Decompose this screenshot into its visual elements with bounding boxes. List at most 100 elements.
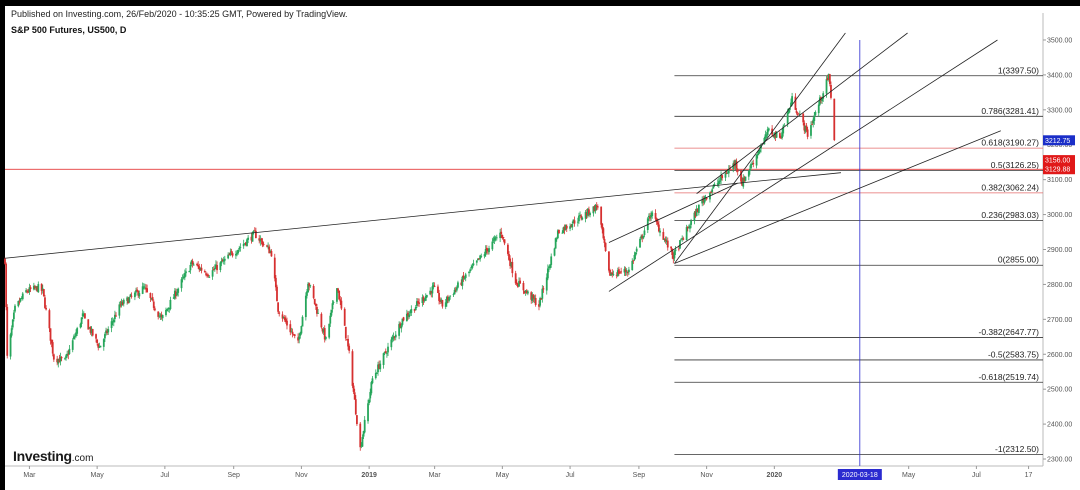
candle-body <box>628 269 630 273</box>
candle-body <box>270 251 273 257</box>
candle-body <box>833 98 836 141</box>
candle-body <box>752 162 755 165</box>
candle-body <box>773 132 776 138</box>
trendline <box>674 32 846 264</box>
candle-body <box>166 309 168 311</box>
candle-body <box>469 269 472 272</box>
candle-body <box>348 345 351 351</box>
candle-body <box>432 285 435 288</box>
candle-body <box>306 291 308 296</box>
date-marker-tag <box>837 469 882 480</box>
brand-suffix: .com <box>71 453 94 464</box>
candle-body <box>269 251 272 253</box>
candle-body <box>562 227 565 233</box>
candle-body <box>41 288 44 290</box>
candle-body <box>472 263 475 266</box>
candle-body <box>37 284 40 293</box>
candle-body <box>507 244 509 254</box>
candle-body <box>767 128 770 131</box>
candle-body <box>550 256 553 265</box>
candle-body <box>439 300 442 302</box>
candle-body <box>765 135 768 137</box>
candle-body <box>453 289 456 295</box>
candle-body <box>524 290 527 293</box>
candle-body <box>213 268 216 270</box>
candle-body <box>825 79 828 94</box>
candle-body <box>20 297 23 299</box>
candle-body <box>127 298 130 304</box>
y-tick-label: 3300.00 <box>1047 107 1072 114</box>
candle-body <box>558 229 560 234</box>
candle-body <box>56 358 59 363</box>
candle-body <box>95 334 97 339</box>
candle-body <box>212 269 215 271</box>
candle-body <box>324 336 327 339</box>
candle-body <box>71 340 74 350</box>
fib-level-label: 0.5(3126.25) <box>991 160 1039 170</box>
candle-body <box>418 302 420 304</box>
fib-level-label: 0.786(3281.41) <box>981 106 1039 116</box>
candle-body <box>415 301 418 306</box>
candle-body <box>711 189 714 193</box>
candle-body <box>553 248 556 256</box>
y-tick-label: 2900.00 <box>1047 247 1072 254</box>
x-tick-label: Nov <box>295 472 308 479</box>
candle-body <box>328 323 331 338</box>
candle-body <box>538 304 540 307</box>
candle-body <box>110 321 113 329</box>
candle-body <box>197 265 200 267</box>
candle-body <box>733 162 736 166</box>
candle-body <box>346 339 348 341</box>
candle-body <box>431 286 434 294</box>
candle-body <box>292 333 295 335</box>
candle-body <box>90 328 93 334</box>
candle-body <box>445 296 448 304</box>
candle-body <box>654 212 657 219</box>
candle-body <box>149 293 152 299</box>
candle-body <box>276 286 278 302</box>
trendline <box>608 39 998 292</box>
candle-body <box>66 353 69 356</box>
candle-body <box>260 238 263 241</box>
candle-body <box>221 259 224 262</box>
candle-body <box>579 214 581 216</box>
candle-body <box>84 313 86 319</box>
candle-body <box>509 258 512 266</box>
candle-body <box>80 317 83 325</box>
candle-body <box>312 285 315 298</box>
candle-body <box>797 113 800 115</box>
candle-body <box>589 213 591 216</box>
candle-body <box>153 308 156 311</box>
candle-body <box>704 196 707 199</box>
candle-body <box>9 334 12 357</box>
candle-body <box>782 126 785 134</box>
candle-body <box>383 351 386 353</box>
candle-body <box>665 240 668 243</box>
candle-body <box>45 307 47 310</box>
x-tick-label: 2019 <box>361 472 377 479</box>
candle-body <box>283 317 286 321</box>
candle-body <box>756 154 759 156</box>
candle-body <box>258 238 261 241</box>
candle-body <box>196 263 198 266</box>
candle-body <box>137 291 140 296</box>
candle-body <box>425 294 428 298</box>
candle-body <box>87 319 90 330</box>
candle-body <box>181 277 184 279</box>
candle-body <box>252 231 255 233</box>
candle-body <box>657 224 660 232</box>
chart-frame <box>5 6 1080 490</box>
candle-body <box>805 125 808 131</box>
candle-body <box>340 300 343 309</box>
candle-body <box>266 245 268 247</box>
candle-body <box>650 214 653 218</box>
candle-body <box>64 358 66 360</box>
candle-body <box>422 297 425 302</box>
candle-body <box>392 336 395 339</box>
candle-body <box>764 134 767 139</box>
candle-body <box>519 280 522 284</box>
candle-body <box>273 257 276 279</box>
candle-body <box>6 306 9 356</box>
candle-body <box>488 248 490 253</box>
